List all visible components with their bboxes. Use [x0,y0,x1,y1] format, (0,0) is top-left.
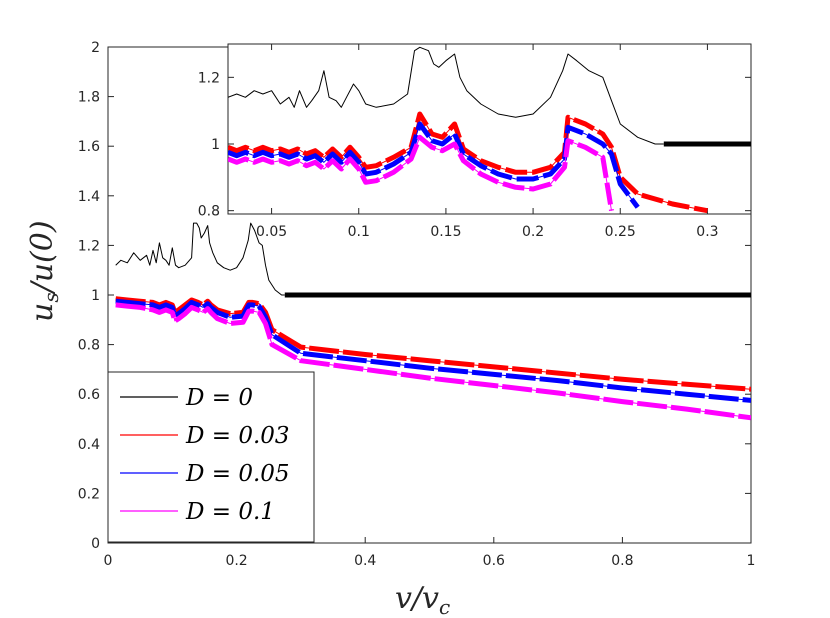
series-line-d-0 [228,46,664,145]
x-tick-label: 0.2 [522,224,544,240]
legend: D = 0 D = 0.03 D = 0.05 D = 0.1 [107,371,315,543]
series-line-d-0-1-unstable [115,304,751,419]
y-tick-label: 0.8 [78,338,100,354]
legend-label: D = 0 [185,385,253,411]
x-tick-label: 0.3 [696,224,718,240]
y-tick-label: 1 [91,288,100,304]
legend-box [107,371,315,543]
y-tick-label: 0.6 [78,387,100,403]
x-tick-label: 0.25 [605,224,636,240]
main-series [115,222,751,421]
main-series-lines [115,222,751,421]
inset-ticks: 0.05 0.1 0.15 0.2 0.25 0.3 0.8 1 1.2 [198,44,751,240]
y-tick-label: 1.2 [78,238,100,254]
inset-plot-frame [227,43,752,215]
x-tick-label: 0.1 [348,224,370,240]
y-tick-label: 1.4 [78,189,100,205]
y-tick-label: 1 [211,137,220,153]
series-line-d-0-05-unstable [115,300,751,401]
inset-axes: 0.05 0.1 0.15 0.2 0.25 0.3 0.8 1 1.2 [198,43,752,240]
x-axis-label: v/vc [395,581,450,618]
series-line-d-0 [115,222,285,296]
inset-series-lines [228,46,751,214]
x-tick-label: 0 [104,553,113,569]
inset-series [228,46,751,214]
y-tick-label: 2 [91,40,100,56]
legend-label: D = 0.03 [185,423,290,449]
x-tick-label: 1 [747,553,756,569]
x-tick-label: 0.2 [225,553,247,569]
legend-label: D = 0.05 [185,461,290,487]
x-tick-label: 0.05 [256,224,287,240]
y-tick-label: 0.2 [78,486,100,502]
y-tick-label: 1.6 [78,139,100,155]
x-tick-label: 0.4 [354,553,376,569]
y-tick-label: 0.8 [198,204,220,220]
x-tick-label: 0.6 [483,553,505,569]
y-tick-label: 1.2 [198,70,220,86]
legend-label: D = 0.1 [185,499,275,525]
x-tick-label: 0.15 [430,224,461,240]
y-axis-label: us/u(0) [25,220,63,322]
y-tick-label: 1.8 [78,90,100,106]
series-line-d-0-1-unstable [228,136,612,211]
y-tick-label: 0 [91,536,100,552]
series-line-d-0-05-unstable [228,123,639,208]
x-tick-label: 0.8 [611,553,633,569]
y-tick-label: 0.4 [78,437,100,453]
